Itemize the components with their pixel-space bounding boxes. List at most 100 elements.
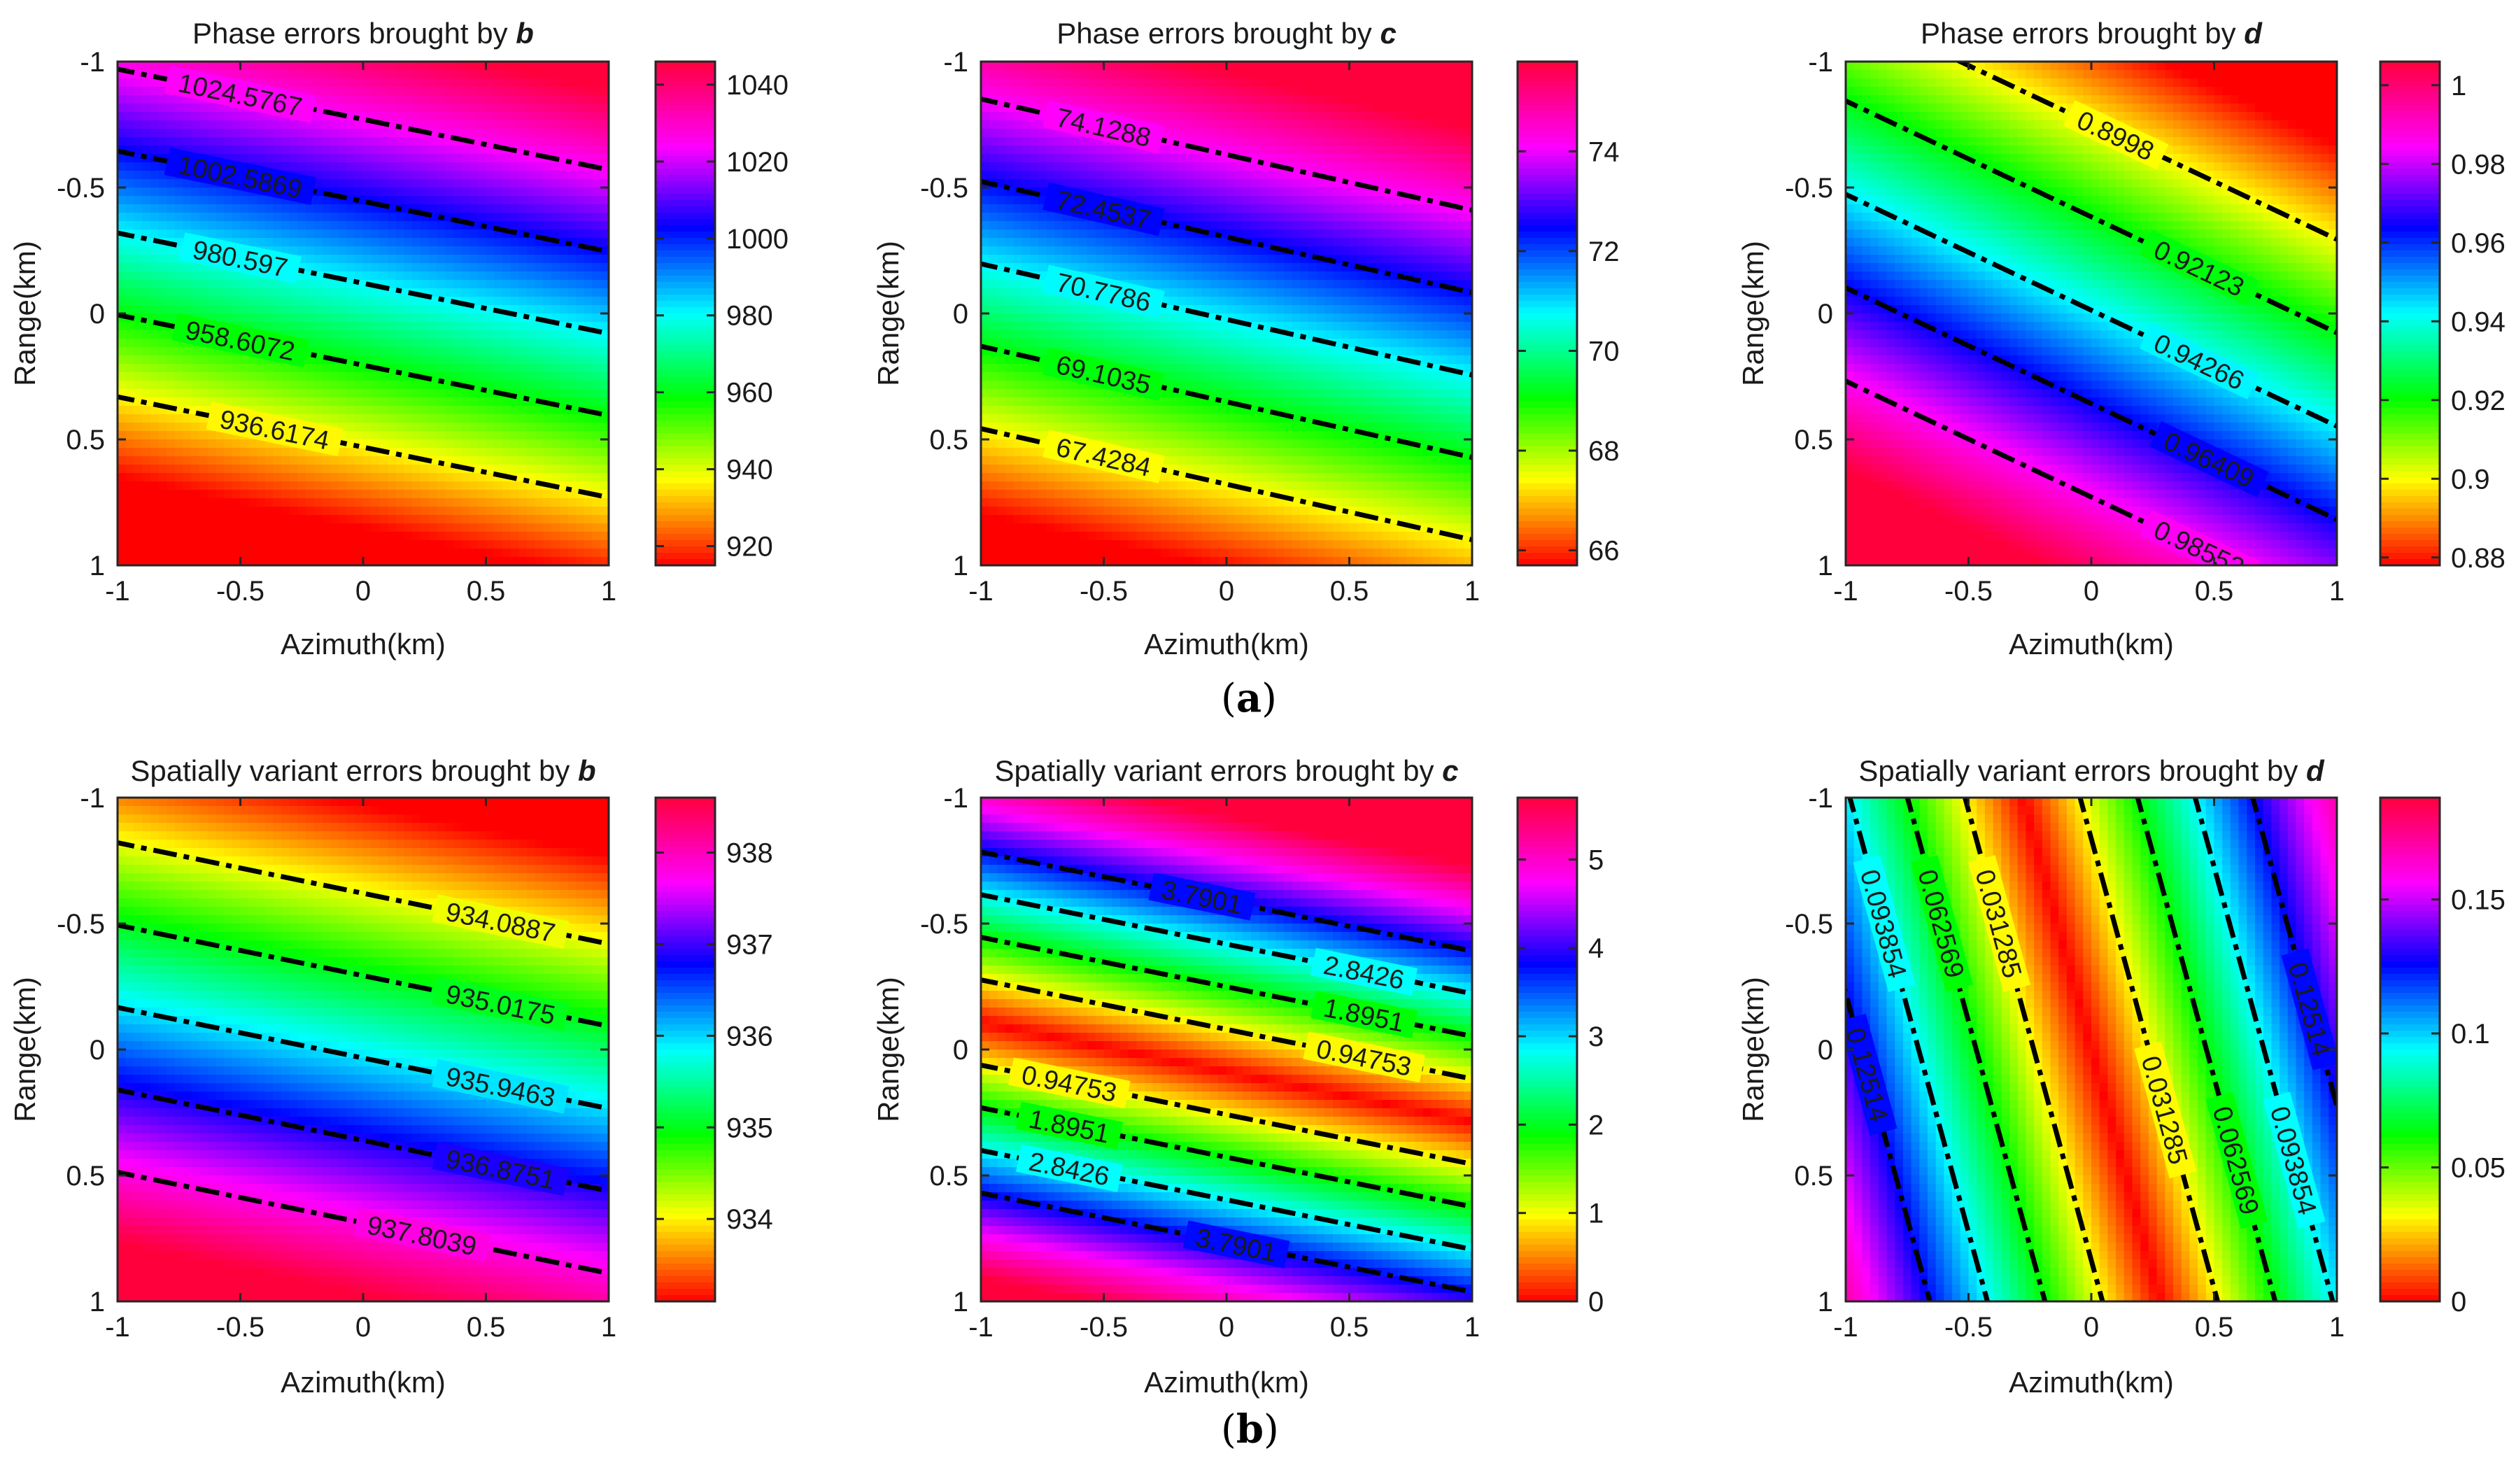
heatmap-cell xyxy=(559,423,569,432)
heatmap-cell xyxy=(412,137,421,146)
heatmap-cell xyxy=(1103,532,1112,541)
heatmap-cell xyxy=(567,381,577,390)
heatmap-cell xyxy=(232,280,241,289)
heatmap-cell xyxy=(981,112,990,121)
heatmap-cell xyxy=(264,481,274,490)
heatmap-cell xyxy=(428,515,438,524)
heatmap-cell xyxy=(167,372,176,381)
heatmap-cell xyxy=(264,473,274,482)
heatmap-cell xyxy=(215,364,225,373)
heatmap-cell xyxy=(1103,146,1112,155)
heatmap-cell xyxy=(420,532,430,541)
heatmap-cell xyxy=(118,540,127,549)
heatmap-cell xyxy=(264,465,274,474)
heatmap-cell xyxy=(322,179,331,188)
heatmap-cell xyxy=(997,339,1006,348)
heatmap-cell xyxy=(1079,523,1088,532)
heatmap-cell xyxy=(1022,305,1031,314)
heatmap-cell xyxy=(1046,549,1056,558)
heatmap-cell xyxy=(469,423,479,432)
heatmap-cell xyxy=(1070,523,1080,532)
heatmap-cell xyxy=(125,423,135,432)
heatmap-cell xyxy=(1046,246,1056,255)
heatmap-cell xyxy=(510,204,520,213)
colorbar-tick-label: 980 xyxy=(726,301,773,332)
heatmap-cell xyxy=(453,507,462,516)
heatmap-cell xyxy=(207,213,217,222)
heatmap-cell xyxy=(174,473,184,482)
heatmap-cell xyxy=(576,196,585,205)
heatmap-cell xyxy=(510,255,520,264)
colorbar-segment xyxy=(656,515,715,522)
heatmap-cell xyxy=(461,171,470,180)
heatmap-cell xyxy=(1013,146,1023,155)
heatmap-cell xyxy=(1079,263,1088,272)
heatmap-cell xyxy=(174,120,184,129)
heatmap-cell xyxy=(584,204,593,213)
heatmap-cell xyxy=(371,221,381,230)
heatmap-cell xyxy=(125,95,135,104)
heatmap-cell xyxy=(355,313,364,323)
heatmap-cell xyxy=(371,246,381,255)
heatmap-cell xyxy=(388,62,397,71)
heatmap-cell xyxy=(118,263,127,272)
heatmap-cell xyxy=(469,120,479,129)
heatmap-cell xyxy=(207,221,217,230)
heatmap-cell xyxy=(1054,540,1063,549)
heatmap-cell xyxy=(989,372,998,381)
heatmap-cell xyxy=(527,70,536,79)
heatmap-cell xyxy=(346,188,356,197)
heatmap-cell xyxy=(134,364,143,373)
heatmap-cell xyxy=(1136,95,1145,104)
heatmap-cell xyxy=(543,364,552,373)
heatmap-cell xyxy=(199,381,209,390)
heatmap-cell xyxy=(1022,397,1031,407)
heatmap-cell xyxy=(494,339,503,348)
heatmap-cell xyxy=(395,154,405,163)
heatmap-cell xyxy=(1103,255,1112,264)
heatmap-cell xyxy=(199,397,209,407)
heatmap-cell xyxy=(469,112,479,121)
heatmap-cell xyxy=(412,389,421,398)
heatmap-cell xyxy=(388,439,397,448)
heatmap-cell xyxy=(518,129,528,138)
heatmap-cell xyxy=(355,171,364,180)
heatmap-cell xyxy=(981,78,990,87)
heatmap-cell xyxy=(477,129,487,138)
heatmap-cell xyxy=(330,229,339,239)
heatmap-cell xyxy=(346,238,356,247)
heatmap-cell xyxy=(256,448,266,457)
heatmap-cell xyxy=(150,473,160,482)
heatmap-cell xyxy=(1119,255,1129,264)
heatmap-cell xyxy=(264,196,274,205)
heatmap-cell xyxy=(395,70,405,79)
heatmap-cell xyxy=(453,70,462,79)
heatmap-cell xyxy=(567,389,577,398)
heatmap-cell xyxy=(232,146,241,155)
heatmap-cell xyxy=(527,549,536,558)
heatmap-cell xyxy=(142,78,151,87)
heatmap-cell xyxy=(264,154,274,163)
heatmap-cell xyxy=(420,498,430,507)
heatmap-cell xyxy=(469,355,479,365)
heatmap-cell xyxy=(1038,179,1047,188)
heatmap-cell xyxy=(1070,549,1080,558)
heatmap-cell xyxy=(1112,179,1121,188)
heatmap-cell xyxy=(330,532,339,541)
heatmap-cell xyxy=(1013,397,1023,407)
heatmap-cell xyxy=(486,129,495,138)
heatmap-cell xyxy=(1013,456,1023,465)
heatmap-cell xyxy=(150,120,160,129)
heatmap-cell xyxy=(494,129,503,138)
heatmap-cell xyxy=(183,188,192,197)
heatmap-cell xyxy=(240,154,249,163)
heatmap-cell xyxy=(1063,255,1072,264)
heatmap-cell xyxy=(355,70,364,79)
heatmap-cell xyxy=(981,120,990,129)
heatmap-cell xyxy=(437,389,446,398)
heatmap-cell xyxy=(461,120,470,129)
heatmap-cell xyxy=(461,271,470,281)
heatmap-cell xyxy=(240,515,249,524)
heatmap-cell xyxy=(437,154,446,163)
heatmap-cell xyxy=(576,146,585,155)
